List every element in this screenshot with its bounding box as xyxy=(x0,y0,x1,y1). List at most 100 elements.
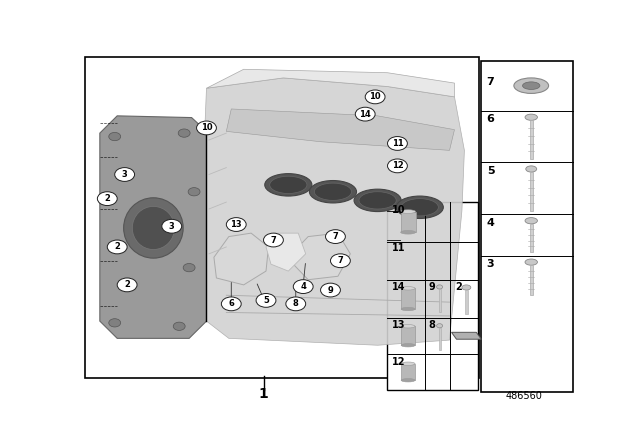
Text: 9: 9 xyxy=(428,283,435,293)
Text: 3: 3 xyxy=(169,222,175,231)
Polygon shape xyxy=(207,69,454,97)
Ellipse shape xyxy=(525,114,538,121)
Text: 5: 5 xyxy=(487,166,494,176)
Ellipse shape xyxy=(436,285,443,289)
Ellipse shape xyxy=(525,259,538,265)
Circle shape xyxy=(178,129,190,137)
Circle shape xyxy=(183,263,195,272)
Ellipse shape xyxy=(462,285,471,290)
Text: 7: 7 xyxy=(333,232,339,241)
Text: 3: 3 xyxy=(487,259,494,269)
Text: 7: 7 xyxy=(271,236,276,245)
Ellipse shape xyxy=(525,218,538,224)
Circle shape xyxy=(355,107,375,121)
Text: 6: 6 xyxy=(487,114,495,124)
Polygon shape xyxy=(202,78,465,345)
Ellipse shape xyxy=(522,82,540,90)
Text: 2: 2 xyxy=(115,242,120,251)
Bar xyxy=(529,224,533,252)
Polygon shape xyxy=(451,332,481,339)
Circle shape xyxy=(330,254,350,267)
Text: 1: 1 xyxy=(259,387,268,401)
Text: 11: 11 xyxy=(392,244,405,254)
Text: 13: 13 xyxy=(392,320,405,331)
Text: 7: 7 xyxy=(487,77,495,87)
Ellipse shape xyxy=(265,174,312,196)
Polygon shape xyxy=(227,109,454,151)
Text: 12: 12 xyxy=(392,357,405,366)
Text: 5: 5 xyxy=(263,296,269,305)
Bar xyxy=(465,290,468,314)
Ellipse shape xyxy=(309,181,356,203)
Ellipse shape xyxy=(401,210,415,213)
Bar xyxy=(438,289,440,312)
Polygon shape xyxy=(100,116,207,338)
Ellipse shape xyxy=(526,166,537,172)
Ellipse shape xyxy=(269,176,307,194)
Text: 4: 4 xyxy=(300,282,306,291)
Bar xyxy=(529,265,533,295)
Bar xyxy=(529,121,533,159)
Bar xyxy=(438,328,440,349)
Polygon shape xyxy=(266,233,306,271)
Circle shape xyxy=(256,293,276,307)
Text: 10: 10 xyxy=(201,124,212,133)
Ellipse shape xyxy=(401,379,415,382)
Text: 8: 8 xyxy=(293,299,299,308)
Text: 8: 8 xyxy=(428,320,435,331)
Ellipse shape xyxy=(314,183,351,200)
Circle shape xyxy=(115,168,134,181)
Bar xyxy=(387,202,478,390)
Text: 2: 2 xyxy=(455,283,461,293)
Ellipse shape xyxy=(359,192,396,209)
Text: 2: 2 xyxy=(124,280,130,289)
Circle shape xyxy=(321,283,340,297)
Bar xyxy=(401,289,415,309)
Text: 12: 12 xyxy=(392,161,403,170)
Ellipse shape xyxy=(436,324,443,328)
Text: 9: 9 xyxy=(328,285,333,294)
Ellipse shape xyxy=(396,196,444,219)
Circle shape xyxy=(108,240,127,254)
Circle shape xyxy=(365,90,385,104)
Text: 11: 11 xyxy=(392,139,403,148)
Text: 6: 6 xyxy=(228,299,234,308)
Circle shape xyxy=(162,220,182,233)
Ellipse shape xyxy=(401,325,415,328)
Text: 3: 3 xyxy=(122,170,127,179)
Ellipse shape xyxy=(514,78,548,94)
Text: 2: 2 xyxy=(104,194,110,203)
Bar xyxy=(401,364,415,380)
Text: 13: 13 xyxy=(230,220,242,229)
Text: 4: 4 xyxy=(487,218,495,228)
Polygon shape xyxy=(214,233,269,285)
Bar xyxy=(481,60,573,392)
Text: 14: 14 xyxy=(359,110,371,119)
Bar xyxy=(401,211,415,232)
Text: 486560: 486560 xyxy=(506,391,542,401)
Bar xyxy=(530,172,532,211)
Circle shape xyxy=(109,319,121,327)
Circle shape xyxy=(264,233,284,247)
Text: 10: 10 xyxy=(369,92,381,101)
Circle shape xyxy=(388,159,408,173)
Ellipse shape xyxy=(401,198,438,216)
Ellipse shape xyxy=(124,198,183,258)
Circle shape xyxy=(293,280,313,293)
Circle shape xyxy=(173,322,185,331)
Text: 10: 10 xyxy=(392,205,405,215)
Circle shape xyxy=(117,278,137,292)
Ellipse shape xyxy=(401,230,415,234)
Circle shape xyxy=(388,137,408,151)
Bar xyxy=(401,326,415,345)
Circle shape xyxy=(227,218,246,232)
Ellipse shape xyxy=(354,189,401,211)
Ellipse shape xyxy=(401,362,415,366)
Circle shape xyxy=(188,188,200,196)
Circle shape xyxy=(196,121,216,135)
Bar xyxy=(85,57,479,378)
Circle shape xyxy=(326,230,346,244)
Ellipse shape xyxy=(401,344,415,347)
Polygon shape xyxy=(293,233,350,280)
Circle shape xyxy=(97,192,117,206)
